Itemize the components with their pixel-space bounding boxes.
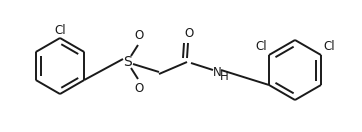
Text: N: N (212, 65, 222, 79)
Text: Cl: Cl (256, 41, 267, 53)
Text: S: S (123, 55, 131, 69)
Text: O: O (134, 82, 144, 95)
Text: Cl: Cl (323, 41, 334, 53)
Text: Cl: Cl (54, 23, 66, 37)
Text: H: H (220, 70, 228, 82)
Text: O: O (134, 29, 144, 42)
Text: O: O (184, 27, 194, 40)
